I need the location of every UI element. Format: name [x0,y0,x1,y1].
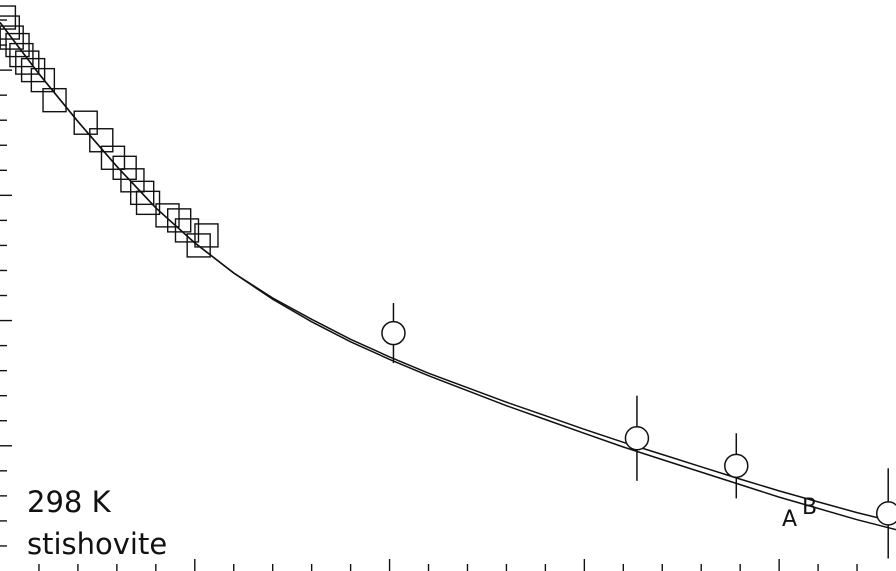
data-point-square [73,110,98,135]
data-point-square [0,15,20,40]
circle-markers [381,303,896,559]
data-point-square [135,190,161,216]
data-point-square [194,223,219,248]
data-point-square [120,168,145,193]
curve-label-b: B [802,495,817,520]
data-point-circle [381,320,406,346]
square-markers [0,5,219,258]
data-point-square [5,32,30,58]
data-point-square [166,208,192,233]
data-point-square [112,155,137,180]
mineral-annotation: stishovite [27,527,167,561]
fit-curves [0,22,896,531]
y-axis [0,19,12,547]
data-point-square [129,180,155,206]
data-point-square [15,50,40,75]
temperature-annotation: 298 K [27,485,112,519]
fit-curve-b [0,22,896,523]
data-point-square [186,233,211,258]
data-point-circle [724,453,749,479]
data-point-circle [624,426,650,451]
data-point-square [42,87,67,113]
data-point-square [0,5,17,30]
fit-curve-a [0,22,896,531]
data-point-square [20,57,46,83]
x-axis [38,559,858,571]
data-point-circle [875,501,896,526]
curve-label-a: A [782,507,797,532]
data-point-square [0,25,24,50]
